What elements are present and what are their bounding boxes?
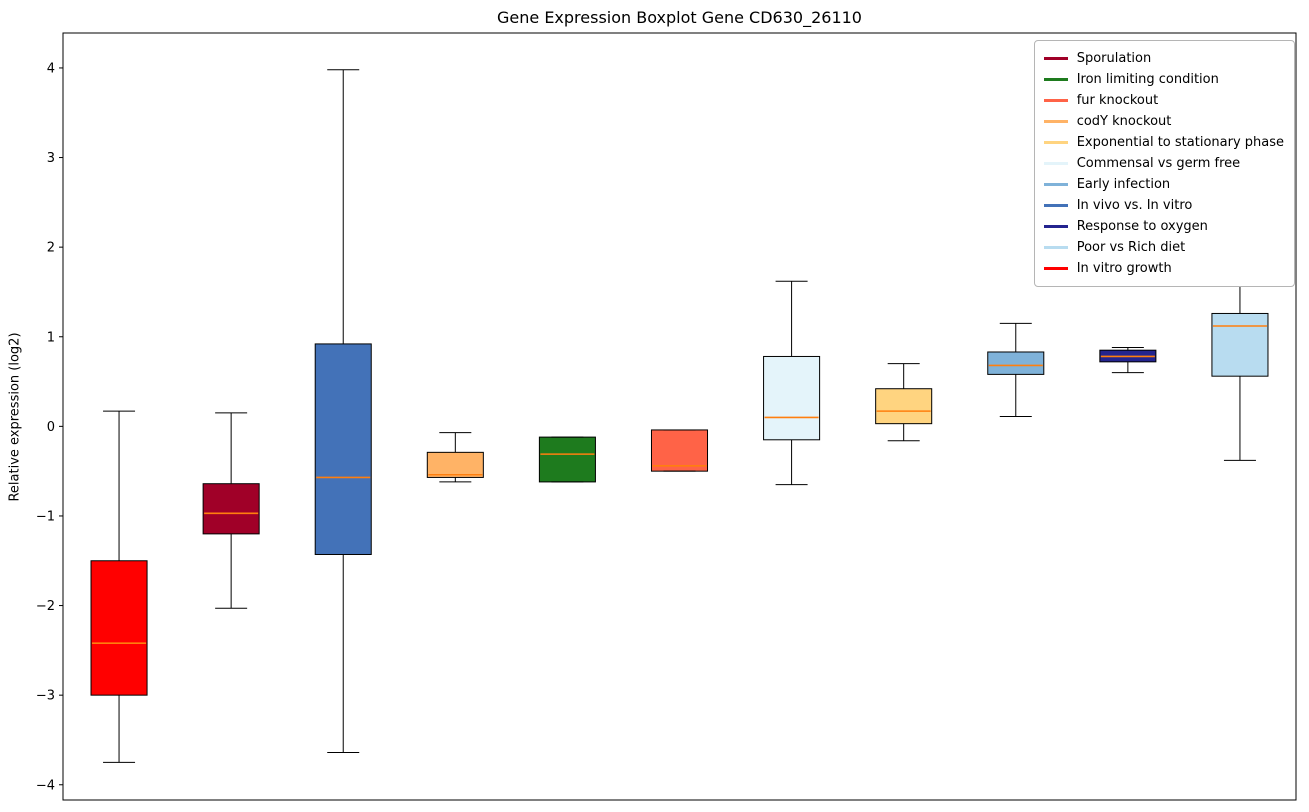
box <box>202 483 260 535</box>
box <box>538 436 596 483</box>
legend-label: codY knockout <box>1076 114 1172 129</box>
legend-swatch <box>1043 120 1068 123</box>
legend-label: fur knockout <box>1076 93 1159 108</box>
y-tick-label: −3 <box>36 689 55 704</box>
box <box>987 351 1045 375</box>
legend-item: Early infection <box>1043 174 1284 195</box>
legend-item: In vitro growth <box>1043 258 1284 279</box>
legend-label: Response to oxygen <box>1076 219 1208 234</box>
box <box>426 451 484 478</box>
legend-swatch <box>1043 141 1068 144</box>
legend-item: In vivo vs. In vitro <box>1043 195 1284 216</box>
legend-label: Commensal vs germ free <box>1076 156 1241 171</box>
y-tick-label: 1 <box>47 330 55 345</box>
legend-item: Iron limiting condition <box>1043 69 1284 90</box>
y-tick-label: 2 <box>47 241 55 256</box>
legend-label: Poor vs Rich diet <box>1076 240 1186 255</box>
legend-swatch <box>1043 57 1068 60</box>
legend-label: Sporulation <box>1076 51 1152 66</box>
legend-item: Exponential to stationary phase <box>1043 132 1284 153</box>
box <box>1211 312 1269 377</box>
y-tick-label: 3 <box>47 151 55 166</box>
legend-item: codY knockout <box>1043 111 1284 132</box>
legend-item: Commensal vs germ free <box>1043 153 1284 174</box>
legend-swatch <box>1043 246 1068 249</box>
legend-label: Early infection <box>1076 177 1171 192</box>
y-axis-label: Relative expression (log2) <box>7 332 23 502</box>
legend-item: Response to oxygen <box>1043 216 1284 237</box>
legend-swatch <box>1043 162 1068 165</box>
box <box>314 343 372 555</box>
legend-swatch <box>1043 267 1068 270</box>
legend-swatch <box>1043 204 1068 207</box>
legend-swatch <box>1043 99 1068 102</box>
legend-label: Iron limiting condition <box>1076 72 1219 87</box>
box <box>875 388 933 425</box>
box <box>763 355 821 441</box>
box <box>90 560 148 696</box>
legend-label: Exponential to stationary phase <box>1076 135 1284 150</box>
legend: Sporulation Iron limiting condition fur kn… <box>1033 40 1295 287</box>
y-tick-label: 0 <box>47 420 55 435</box>
legend-label: In vitro growth <box>1076 261 1172 276</box>
legend-item: Sporulation <box>1043 48 1284 69</box>
legend-label: In vivo vs. In vitro <box>1076 198 1193 213</box>
y-tick-label: −4 <box>36 778 55 793</box>
box <box>650 429 709 472</box>
legend-swatch <box>1043 78 1068 81</box>
y-tick-label: 4 <box>47 61 55 76</box>
chart-title: Gene Expression Boxplot Gene CD630_26110 <box>497 8 862 27</box>
legend-item: fur knockout <box>1043 90 1284 111</box>
legend-swatch <box>1043 225 1068 228</box>
y-tick-label: −2 <box>36 599 55 614</box>
y-tick-label: −1 <box>36 509 55 524</box>
legend-swatch <box>1043 183 1068 186</box>
axes-frame <box>62 32 1297 801</box>
legend-item: Poor vs Rich diet <box>1043 237 1284 258</box>
